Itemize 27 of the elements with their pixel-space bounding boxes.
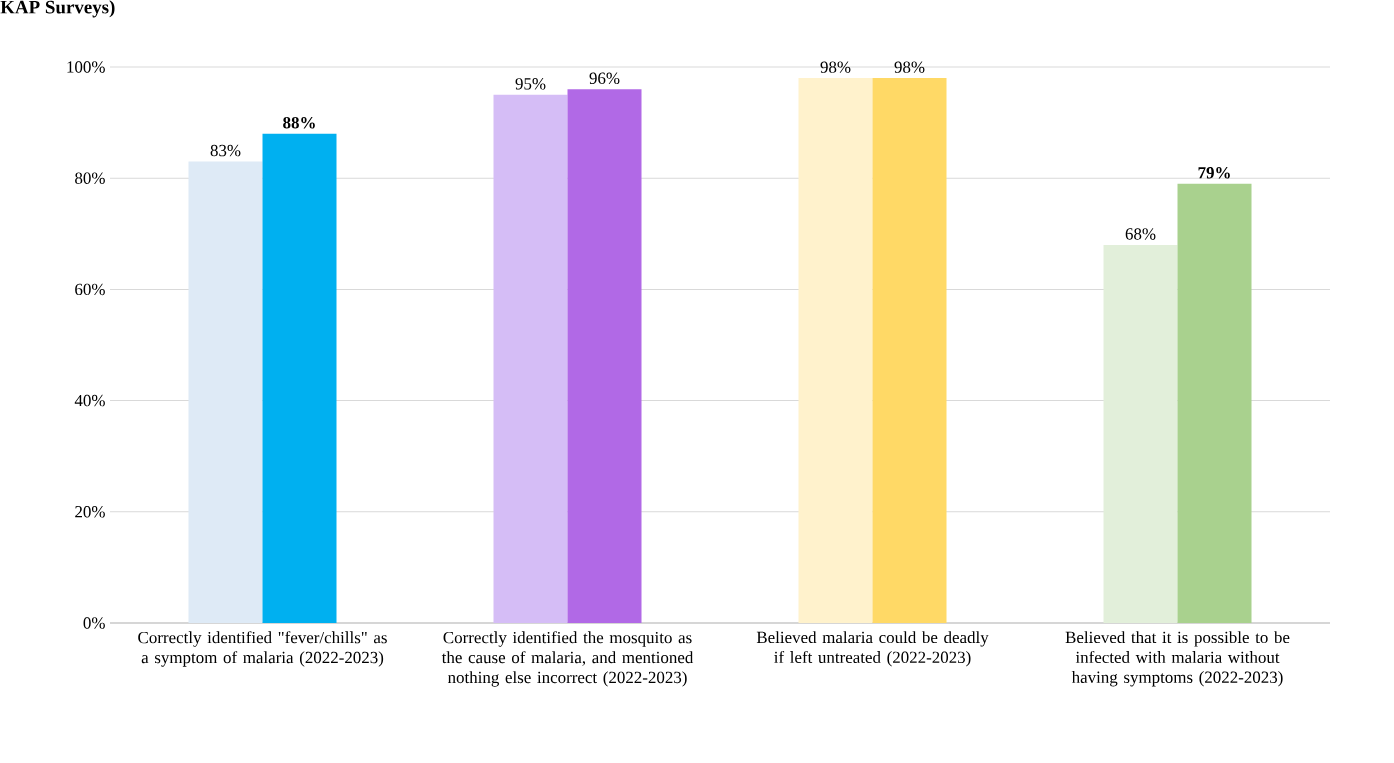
bar — [1177, 183, 1252, 623]
data-label: 68% — [1125, 228, 1156, 240]
x-tick-label: Correctly identified the mosquito as the cause of malaria, and mentioned nothing else incorrect (2022-2023) — [441, 631, 694, 687]
bar — [493, 94, 568, 623]
data-label: 98% — [894, 61, 925, 73]
data-label: 79% — [1198, 167, 1230, 179]
bar — [262, 133, 337, 623]
y-tick-label: 80% — [75, 172, 105, 184]
bar — [872, 78, 947, 623]
bar — [567, 89, 642, 623]
x-tick-label: Believed malaria could be deadly if left untreated (2022-2023) — [756, 631, 989, 667]
y-tick-label: 20% — [75, 506, 105, 518]
data-label: 88% — [283, 117, 315, 129]
y-tick-label: 0% — [83, 617, 105, 629]
x-tick-label: Correctly identified "fever/chills" as a symptom of malaria (2022-2023) — [138, 631, 387, 667]
chart-title: KAP Surveys) — [0, 0, 115, 18]
data-label: 96% — [589, 72, 620, 85]
data-label: 83% — [210, 144, 241, 157]
data-label: 98% — [820, 61, 851, 73]
y-tick-label: 40% — [74, 394, 105, 407]
x-tick-label: Believed that it is possible to be infected with malaria without having symptoms (2022-2023) — [1065, 631, 1290, 687]
y-tick-label: 60% — [75, 283, 105, 296]
bar — [798, 78, 873, 623]
data-label: 95% — [515, 78, 546, 90]
bar — [188, 161, 263, 623]
y-tick-label: 100% — [67, 61, 105, 73]
bar — [1103, 244, 1178, 623]
